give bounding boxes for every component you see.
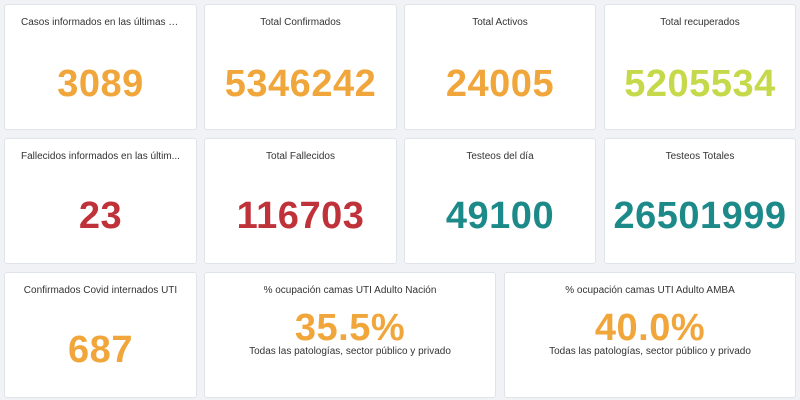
card-value: 116703 bbox=[236, 195, 365, 237]
card-value: 49100 bbox=[445, 195, 555, 237]
card-testeos-del-dia[interactable]: Testeos del día 49100 bbox=[404, 138, 596, 264]
card-fallecidos-ultimas-24h[interactable]: Fallecidos informados en las últim... 23 bbox=[4, 138, 197, 264]
card-value: 5346242 bbox=[224, 63, 377, 105]
card-value: 26501999 bbox=[613, 195, 787, 237]
card-title: Fallecidos informados en las últim... bbox=[21, 151, 180, 162]
card-title: Total Fallecidos bbox=[266, 151, 335, 162]
card-casos-ultimas-24h[interactable]: Casos informados en las últimas 2... 308… bbox=[4, 4, 197, 130]
card-title: Total Activos bbox=[472, 17, 528, 28]
card-title: Total recuperados bbox=[660, 17, 740, 28]
card-value: 35.5% bbox=[294, 307, 406, 349]
card-value: 23 bbox=[78, 195, 123, 237]
card-subtitle: Todas las patologías, sector público y p… bbox=[549, 346, 751, 357]
card-confirmados-internados-uti[interactable]: Confirmados Covid internados UTI 687 bbox=[4, 272, 197, 398]
card-testeos-totales[interactable]: Testeos Totales 26501999 bbox=[604, 138, 796, 264]
card-title: % ocupación camas UTI Adulto AMBA bbox=[565, 285, 735, 296]
card-title: Testeos del día bbox=[466, 151, 534, 162]
card-title: Casos informados en las últimas 2... bbox=[21, 17, 183, 28]
card-value: 5205534 bbox=[624, 63, 776, 105]
card-total-confirmados[interactable]: Total Confirmados 5346242 bbox=[204, 4, 397, 130]
card-value: 3089 bbox=[57, 63, 144, 105]
card-ocupacion-uti-amba[interactable]: % ocupación camas UTI Adulto AMBA 40.0% … bbox=[504, 272, 796, 398]
card-value: 687 bbox=[68, 329, 133, 371]
card-title: Total Confirmados bbox=[260, 17, 341, 28]
card-ocupacion-uti-nacion[interactable]: % ocupación camas UTI Adulto Nación 35.5… bbox=[204, 272, 496, 398]
card-total-activos[interactable]: Total Activos 24005 bbox=[404, 4, 596, 130]
card-title: Confirmados Covid internados UTI bbox=[23, 285, 178, 296]
card-title: % ocupación camas UTI Adulto Nación bbox=[263, 285, 437, 296]
card-value: 40.0% bbox=[594, 307, 706, 349]
card-total-recuperados[interactable]: Total recuperados 5205534 bbox=[604, 4, 796, 130]
card-total-fallecidos[interactable]: Total Fallecidos 116703 bbox=[204, 138, 397, 264]
card-subtitle: Todas las patologías, sector público y p… bbox=[249, 346, 451, 357]
card-value: 24005 bbox=[445, 63, 555, 105]
card-title: Testeos Totales bbox=[665, 151, 735, 162]
